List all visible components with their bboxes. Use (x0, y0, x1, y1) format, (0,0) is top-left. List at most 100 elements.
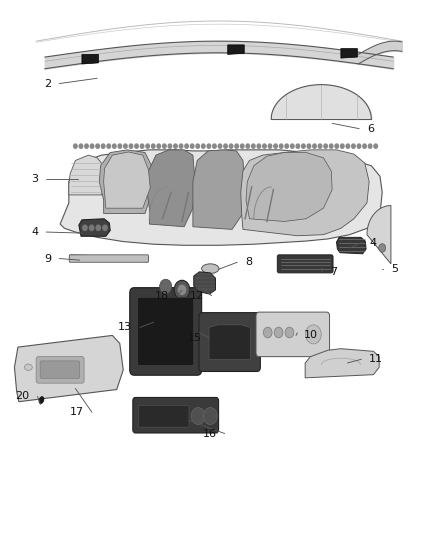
FancyBboxPatch shape (36, 357, 84, 383)
Circle shape (213, 144, 216, 148)
FancyBboxPatch shape (256, 312, 329, 357)
Polygon shape (60, 150, 382, 245)
Polygon shape (228, 45, 244, 54)
Circle shape (203, 408, 217, 424)
Circle shape (135, 144, 138, 148)
Circle shape (285, 144, 289, 148)
Circle shape (157, 144, 161, 148)
Text: 10: 10 (304, 330, 318, 341)
Circle shape (240, 144, 244, 148)
Circle shape (302, 144, 305, 148)
Circle shape (129, 144, 133, 148)
Circle shape (324, 144, 327, 148)
FancyBboxPatch shape (138, 406, 189, 427)
Text: 20: 20 (16, 391, 30, 401)
Polygon shape (69, 155, 106, 195)
Text: 12: 12 (190, 290, 204, 301)
Polygon shape (336, 237, 366, 254)
Circle shape (352, 144, 355, 148)
Polygon shape (367, 206, 391, 264)
Circle shape (113, 144, 116, 148)
Circle shape (335, 144, 339, 148)
Circle shape (85, 144, 88, 148)
Text: 17: 17 (70, 407, 84, 417)
Circle shape (191, 408, 205, 424)
Circle shape (263, 144, 266, 148)
Ellipse shape (25, 364, 32, 370)
Circle shape (307, 144, 311, 148)
Polygon shape (246, 152, 332, 221)
Circle shape (96, 144, 99, 148)
Circle shape (374, 144, 378, 148)
Circle shape (74, 144, 77, 148)
Text: 16: 16 (203, 429, 217, 439)
Text: 7: 7 (330, 267, 337, 277)
Ellipse shape (39, 397, 44, 403)
Text: 15: 15 (187, 333, 201, 343)
Circle shape (263, 327, 272, 338)
Polygon shape (14, 335, 123, 402)
Circle shape (290, 144, 294, 148)
Circle shape (313, 144, 316, 148)
Circle shape (318, 144, 322, 148)
Circle shape (178, 285, 186, 295)
Circle shape (174, 144, 177, 148)
Circle shape (102, 144, 105, 148)
Circle shape (159, 279, 172, 294)
Text: 9: 9 (44, 254, 51, 263)
Ellipse shape (201, 264, 219, 273)
Circle shape (168, 144, 172, 148)
Polygon shape (341, 49, 357, 58)
Polygon shape (104, 152, 150, 208)
Polygon shape (99, 150, 154, 214)
Circle shape (379, 244, 386, 252)
Circle shape (346, 144, 350, 148)
Polygon shape (209, 325, 251, 359)
Polygon shape (193, 150, 245, 229)
Circle shape (218, 144, 222, 148)
Circle shape (103, 225, 107, 230)
FancyBboxPatch shape (69, 255, 148, 262)
Text: 13: 13 (118, 322, 132, 333)
FancyBboxPatch shape (133, 398, 219, 433)
Circle shape (83, 225, 87, 230)
Text: 11: 11 (369, 354, 383, 364)
Text: 4: 4 (31, 227, 39, 237)
Circle shape (207, 144, 211, 148)
Circle shape (230, 144, 233, 148)
Circle shape (140, 144, 144, 148)
Circle shape (341, 144, 344, 148)
Circle shape (246, 144, 250, 148)
Circle shape (174, 280, 190, 300)
Text: 18: 18 (155, 290, 169, 301)
Circle shape (196, 144, 199, 148)
FancyBboxPatch shape (277, 255, 333, 273)
Text: 5: 5 (391, 264, 398, 274)
FancyBboxPatch shape (40, 361, 80, 378)
Polygon shape (259, 316, 326, 353)
Polygon shape (241, 150, 369, 236)
Circle shape (146, 144, 149, 148)
Polygon shape (135, 401, 215, 430)
Circle shape (329, 144, 333, 148)
Circle shape (162, 144, 166, 148)
Polygon shape (305, 349, 379, 378)
Circle shape (89, 225, 94, 230)
Circle shape (251, 144, 255, 148)
Circle shape (285, 327, 294, 338)
Text: 3: 3 (32, 174, 39, 184)
FancyBboxPatch shape (199, 313, 260, 372)
Text: 2: 2 (44, 78, 51, 88)
FancyBboxPatch shape (138, 297, 194, 366)
Polygon shape (79, 219, 110, 236)
Text: 6: 6 (367, 124, 374, 134)
Circle shape (107, 144, 110, 148)
Circle shape (179, 144, 183, 148)
Circle shape (191, 144, 194, 148)
Circle shape (118, 144, 122, 148)
Circle shape (96, 225, 100, 230)
Circle shape (79, 144, 83, 148)
Circle shape (90, 144, 94, 148)
Polygon shape (82, 54, 99, 64)
Circle shape (274, 144, 277, 148)
